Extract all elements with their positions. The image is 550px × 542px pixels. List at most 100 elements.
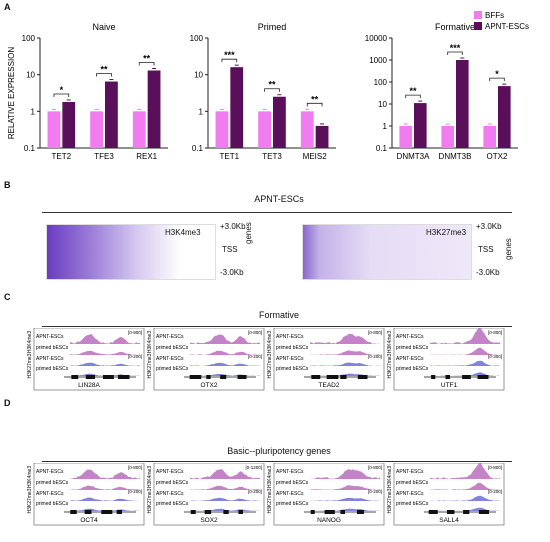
bar-apnt bbox=[230, 67, 244, 148]
track-row-label: APNT-ESCs bbox=[36, 469, 64, 475]
heatmap-label-bottom: -3.0Kb bbox=[220, 268, 244, 277]
y-tick-label: 10000 bbox=[365, 34, 388, 43]
gene-exon bbox=[71, 375, 79, 379]
bar-apnt bbox=[414, 103, 427, 148]
bar-bffs bbox=[132, 111, 146, 148]
signal-track bbox=[310, 350, 380, 355]
signal-track bbox=[430, 482, 500, 490]
significance-label: ** bbox=[409, 86, 417, 96]
gene-exon bbox=[206, 375, 211, 379]
track-row-label: primed bESCs bbox=[396, 345, 429, 351]
significance-bracket bbox=[489, 77, 505, 82]
panel-letter-c: C bbox=[4, 292, 11, 302]
track-row-label: APNT-ESCs bbox=[396, 469, 424, 475]
signal-track bbox=[70, 485, 140, 490]
significance-bracket bbox=[138, 62, 155, 66]
signal-track bbox=[70, 350, 140, 355]
side-label-k27: H3K27me3 bbox=[267, 353, 273, 378]
y-tick-label: 100 bbox=[374, 78, 388, 87]
panel-b-title: APNT-ESCs bbox=[254, 194, 304, 204]
chart-title: Naive bbox=[92, 22, 115, 32]
heatmap-h3k27me3-label: H3K27me3 bbox=[426, 228, 467, 237]
y-tick-label: 1 bbox=[199, 107, 204, 116]
gene-exon bbox=[102, 375, 114, 379]
bar-bffs bbox=[300, 111, 314, 148]
heatmap-label-tss: TSS bbox=[222, 245, 238, 254]
track-row-label: primed bESCs bbox=[156, 366, 189, 372]
y-tick-label: 1000 bbox=[369, 56, 387, 65]
signal-track bbox=[70, 497, 140, 501]
track-row-label: APNT-ESCs bbox=[156, 491, 184, 497]
y-tick-label: 100 bbox=[190, 34, 204, 43]
y-axis-label: RELATIVE EXPRESSION bbox=[7, 47, 16, 140]
side-label-k4: H3K4me3 bbox=[27, 466, 33, 488]
range-top: [0-1200] bbox=[245, 465, 262, 470]
y-tick-label: 0.1 bbox=[192, 144, 204, 153]
x-tick-label: TFE3 bbox=[94, 152, 114, 161]
gene-exon bbox=[324, 510, 335, 514]
range-top: [0-800] bbox=[248, 330, 262, 335]
heatmap-label-genes: genes bbox=[244, 222, 253, 244]
track-row-label: APNT-ESCs bbox=[156, 356, 184, 362]
bar-bffs bbox=[215, 111, 229, 148]
gene-name: LIN28A bbox=[78, 382, 100, 389]
track-row-label: primed bESCs bbox=[276, 366, 309, 372]
significance-label: * bbox=[60, 85, 64, 95]
gene-exon bbox=[478, 510, 489, 514]
panel-c-rule bbox=[42, 326, 512, 327]
gene-exon bbox=[84, 510, 92, 514]
range-bottom: [0-200] bbox=[128, 354, 142, 359]
gene-name: NANOG bbox=[317, 517, 341, 524]
y-tick-label: 10 bbox=[194, 71, 203, 80]
signal-track bbox=[190, 485, 260, 490]
track-row-label: APNT-ESCs bbox=[276, 491, 304, 497]
bar-bffs bbox=[47, 111, 61, 148]
heatmap-h3k27me3 bbox=[302, 224, 472, 280]
bar-bffs bbox=[258, 111, 271, 148]
bar-apnt bbox=[62, 101, 76, 148]
heatmap-label-top: +3.0Kb bbox=[220, 222, 246, 231]
gene-exon bbox=[340, 375, 347, 379]
significance-label: ** bbox=[268, 80, 276, 90]
gene-exon bbox=[311, 375, 321, 379]
track-row-label: APNT-ESCs bbox=[396, 356, 424, 362]
significance-bracket bbox=[96, 73, 112, 77]
side-label-k4: H3K4me3 bbox=[267, 331, 273, 353]
heatmap-label-bottom-2: -3.0Kb bbox=[476, 268, 500, 277]
panel-c-title: Formative bbox=[258, 310, 299, 320]
gene-name: TEAD2 bbox=[319, 382, 340, 389]
track-box bbox=[393, 463, 505, 526]
track-row-label: primed bESCs bbox=[156, 345, 189, 351]
heatmap-label-top-2: +3.0Kb bbox=[476, 222, 502, 231]
track-row-label: primed bESCs bbox=[276, 480, 309, 486]
significance-bracket bbox=[306, 102, 323, 107]
gene-exon bbox=[70, 510, 77, 514]
gene-exon bbox=[238, 510, 243, 514]
gene-exon bbox=[340, 510, 346, 514]
signal-track bbox=[70, 333, 140, 344]
y-tick-label: 10 bbox=[26, 71, 35, 80]
gene-exon bbox=[477, 375, 489, 379]
signal-track bbox=[430, 463, 500, 479]
legend-label: APNT-ESCs bbox=[485, 22, 529, 31]
signal-track bbox=[190, 497, 260, 501]
track-row-label: APNT-ESCs bbox=[396, 491, 424, 497]
heatmap-h3k4me3 bbox=[46, 224, 216, 280]
gene-exon bbox=[223, 510, 229, 514]
track-row-label: primed bESCs bbox=[276, 345, 309, 351]
track-box bbox=[153, 328, 265, 391]
chart-title: Primed bbox=[258, 22, 287, 32]
gene-exon bbox=[326, 375, 339, 379]
side-label-k27: H3K27me3 bbox=[147, 353, 153, 378]
range-top: [0-800] bbox=[128, 465, 142, 470]
x-tick-label: MEIS2 bbox=[303, 152, 328, 161]
x-tick-label: TET3 bbox=[262, 152, 282, 161]
range-bottom: [0-200] bbox=[128, 489, 142, 494]
gene-exon bbox=[431, 375, 436, 379]
significance-label: * bbox=[495, 69, 499, 79]
x-tick-label: REX1 bbox=[136, 152, 157, 161]
range-bottom: [0-200] bbox=[368, 489, 382, 494]
gene-exon bbox=[428, 510, 438, 514]
